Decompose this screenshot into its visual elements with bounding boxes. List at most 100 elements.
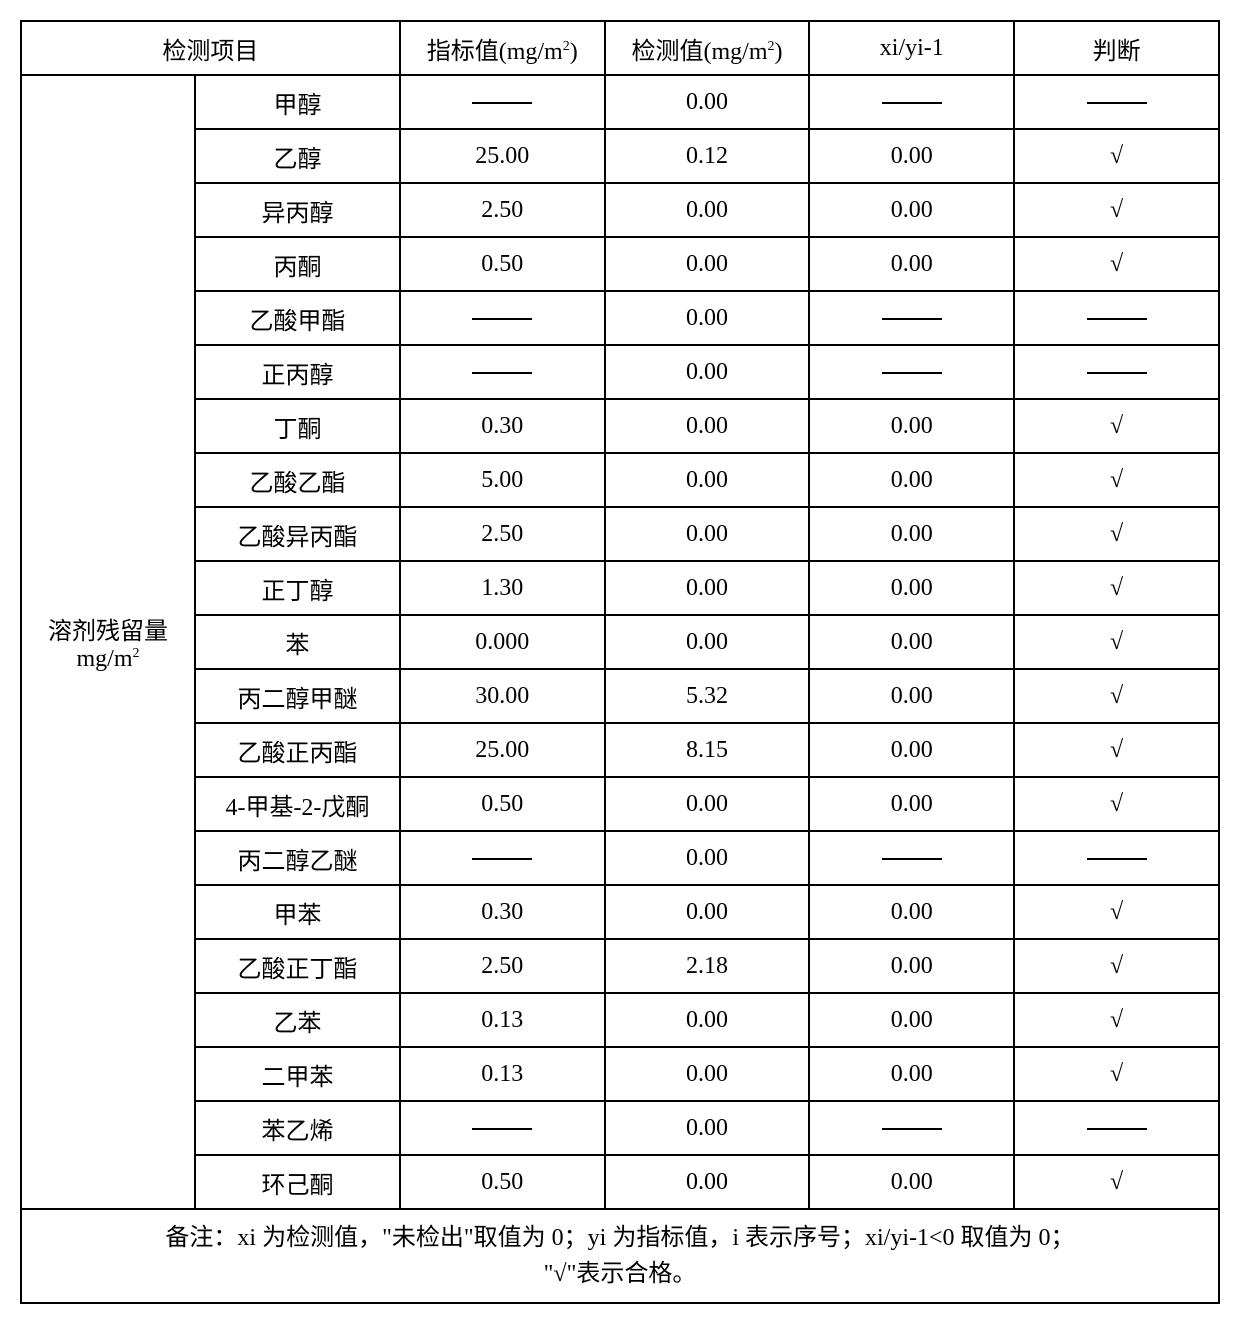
item-cell: 苯 — [195, 615, 400, 669]
item-cell: 二甲苯 — [195, 1047, 400, 1101]
category-cell: 溶剂残留量mg/m2 — [21, 75, 195, 1209]
ratio-cell: 0.00 — [809, 669, 1014, 723]
std-cell — [400, 831, 605, 885]
table-row: 丙二醇甲醚30.005.320.00√ — [21, 669, 1219, 723]
ratio-cell — [809, 291, 1014, 345]
judge-cell: √ — [1014, 1047, 1219, 1101]
std-cell — [400, 345, 605, 399]
item-cell: 丁酮 — [195, 399, 400, 453]
ratio-cell — [809, 75, 1014, 129]
det-cell: 0.00 — [605, 615, 810, 669]
ratio-cell: 0.00 — [809, 723, 1014, 777]
det-cell: 0.00 — [605, 561, 810, 615]
dash-icon — [472, 372, 532, 374]
table-row: 丁酮0.300.000.00√ — [21, 399, 1219, 453]
table-row: 正丁醇1.300.000.00√ — [21, 561, 1219, 615]
det-cell: 0.00 — [605, 777, 810, 831]
judge-cell: √ — [1014, 939, 1219, 993]
ratio-cell: 0.00 — [809, 399, 1014, 453]
std-cell — [400, 291, 605, 345]
det-cell: 0.00 — [605, 993, 810, 1047]
std-cell: 0.30 — [400, 885, 605, 939]
std-cell: 0.50 — [400, 1155, 605, 1209]
ratio-cell: 0.00 — [809, 237, 1014, 291]
table-row: 二甲苯0.130.000.00√ — [21, 1047, 1219, 1101]
std-cell: 25.00 — [400, 129, 605, 183]
dash-icon — [1087, 858, 1147, 860]
ratio-cell: 0.00 — [809, 939, 1014, 993]
det-cell: 0.00 — [605, 1155, 810, 1209]
std-cell: 0.50 — [400, 237, 605, 291]
std-cell: 5.00 — [400, 453, 605, 507]
det-cell: 5.32 — [605, 669, 810, 723]
header-ratio: xi/yi-1 — [809, 21, 1014, 75]
item-cell: 乙苯 — [195, 993, 400, 1047]
judge-cell: √ — [1014, 615, 1219, 669]
det-cell: 0.00 — [605, 507, 810, 561]
std-cell: 2.50 — [400, 507, 605, 561]
item-cell: 乙酸异丙酯 — [195, 507, 400, 561]
judge-cell — [1014, 291, 1219, 345]
std-cell: 30.00 — [400, 669, 605, 723]
item-cell: 乙醇 — [195, 129, 400, 183]
std-cell: 0.13 — [400, 1047, 605, 1101]
dash-icon — [1087, 318, 1147, 320]
std-cell: 2.50 — [400, 939, 605, 993]
det-cell: 0.00 — [605, 345, 810, 399]
item-cell: 乙酸甲酯 — [195, 291, 400, 345]
table-row: 乙酸异丙酯2.500.000.00√ — [21, 507, 1219, 561]
item-cell: 甲醇 — [195, 75, 400, 129]
dash-icon — [1087, 1128, 1147, 1130]
footnote-line2: "√"表示合格。 — [544, 1261, 697, 1287]
table-body: 溶剂残留量mg/m2甲醇0.00乙醇25.000.120.00√异丙醇2.500… — [21, 75, 1219, 1209]
dash-icon — [472, 1128, 532, 1130]
det-cell: 0.00 — [605, 1101, 810, 1155]
item-cell: 乙酸正丁酯 — [195, 939, 400, 993]
ratio-cell — [809, 831, 1014, 885]
det-cell: 8.15 — [605, 723, 810, 777]
ratio-cell: 0.00 — [809, 561, 1014, 615]
std-cell: 0.50 — [400, 777, 605, 831]
std-cell: 2.50 — [400, 183, 605, 237]
det-cell: 0.00 — [605, 885, 810, 939]
judge-cell: √ — [1014, 561, 1219, 615]
det-cell: 0.00 — [605, 75, 810, 129]
category-line2: mg/m2 — [26, 646, 190, 673]
ratio-cell: 0.00 — [809, 129, 1014, 183]
header-row: 检测项目 指标值(mg/m2) 检测值(mg/m2) xi/yi-1 判断 — [21, 21, 1219, 75]
item-cell: 甲苯 — [195, 885, 400, 939]
std-cell — [400, 75, 605, 129]
item-cell: 乙酸乙酯 — [195, 453, 400, 507]
det-cell: 0.00 — [605, 453, 810, 507]
item-cell: 丙酮 — [195, 237, 400, 291]
dash-icon — [472, 858, 532, 860]
table-row: 环己酮0.500.000.00√ — [21, 1155, 1219, 1209]
table-row: 乙酸乙酯5.000.000.00√ — [21, 453, 1219, 507]
item-cell: 苯乙烯 — [195, 1101, 400, 1155]
table-row: 正丙醇0.00 — [21, 345, 1219, 399]
ratio-cell: 0.00 — [809, 453, 1014, 507]
std-cell: 1.30 — [400, 561, 605, 615]
ratio-cell: 0.00 — [809, 993, 1014, 1047]
header-detected: 检测值(mg/m2) — [605, 21, 810, 75]
table-row: 甲苯0.300.000.00√ — [21, 885, 1219, 939]
judge-cell: √ — [1014, 237, 1219, 291]
table-row: 丙二醇乙醚0.00 — [21, 831, 1219, 885]
dash-icon — [882, 858, 942, 860]
std-cell: 0.13 — [400, 993, 605, 1047]
judge-cell: √ — [1014, 669, 1219, 723]
std-cell — [400, 1101, 605, 1155]
item-cell: 丙二醇乙醚 — [195, 831, 400, 885]
item-cell: 环己酮 — [195, 1155, 400, 1209]
item-cell: 4-甲基-2-戊酮 — [195, 777, 400, 831]
det-cell: 0.00 — [605, 1047, 810, 1101]
item-cell: 乙酸正丙酯 — [195, 723, 400, 777]
table-row: 乙苯0.130.000.00√ — [21, 993, 1219, 1047]
judge-cell: √ — [1014, 1155, 1219, 1209]
judge-cell: √ — [1014, 777, 1219, 831]
header-standard: 指标值(mg/m2) — [400, 21, 605, 75]
table-row: 乙酸正丙酯25.008.150.00√ — [21, 723, 1219, 777]
ratio-cell: 0.00 — [809, 1047, 1014, 1101]
judge-cell: √ — [1014, 183, 1219, 237]
table-row: 苯乙烯 0.00 — [21, 1101, 1219, 1155]
